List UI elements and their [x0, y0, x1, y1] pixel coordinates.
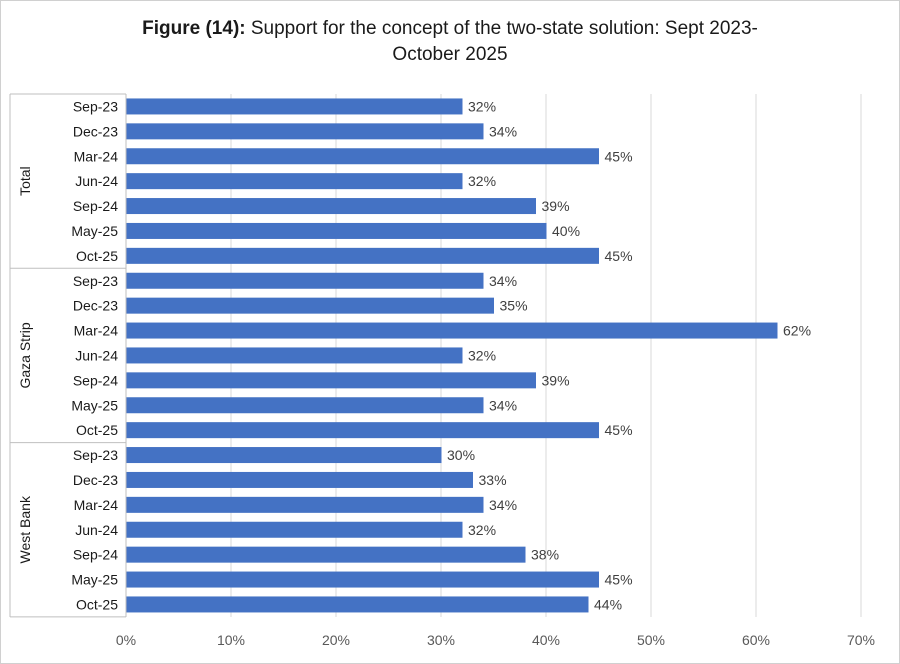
bar-total-mar-24	[126, 148, 599, 165]
category-label: May-25	[71, 223, 118, 239]
x-tick-label: 70%	[847, 632, 875, 648]
bar-gaza-strip-dec-23	[126, 297, 494, 314]
data-label: 34%	[489, 497, 517, 513]
data-label: 62%	[783, 323, 811, 339]
category-label: Sep-24	[73, 372, 118, 388]
bar-west-bank-jun-24	[126, 521, 463, 538]
data-label: 35%	[500, 298, 528, 314]
chart-title: Figure (14): Support for the concept of …	[0, 16, 900, 68]
category-label: Oct-25	[76, 248, 118, 264]
data-label: 32%	[468, 347, 496, 363]
category-label: Sep-23	[73, 98, 118, 114]
x-tick-label: 60%	[742, 632, 770, 648]
category-label: Jun-24	[75, 347, 118, 363]
data-label: 33%	[479, 472, 507, 488]
x-tick-label: 30%	[427, 632, 455, 648]
bar-west-bank-may-25	[126, 571, 599, 588]
data-label: 45%	[605, 248, 633, 264]
data-label: 34%	[489, 123, 517, 139]
bar-gaza-strip-sep-23	[126, 272, 484, 289]
data-label: 45%	[605, 148, 633, 164]
data-label: 39%	[542, 372, 570, 388]
x-tick-label: 0%	[116, 632, 136, 648]
bar-total-sep-24	[126, 198, 536, 215]
figure-number: Figure (14):	[142, 18, 246, 39]
bar-west-bank-dec-23	[126, 471, 473, 488]
data-label: 39%	[542, 198, 570, 214]
data-label: 44%	[594, 596, 622, 612]
bar-west-bank-sep-24	[126, 546, 526, 563]
category-label: May-25	[71, 397, 118, 413]
category-label: Mar-24	[74, 148, 119, 164]
data-labels: 32% 34% 45% 32% 39% 40% 45% 34% 35% 62% 32% 39% 34% 4…	[447, 98, 811, 612]
bar-west-bank-sep-23	[126, 447, 442, 464]
data-label: 34%	[489, 273, 517, 289]
group-label-west-bank: West Bank	[17, 495, 33, 563]
bar-west-bank-mar-24	[126, 496, 484, 513]
data-label: 32%	[468, 522, 496, 538]
chart-title-line-1: Figure (14): Support for the concept of …	[0, 16, 900, 42]
category-label: Mar-24	[74, 323, 119, 339]
bar-gaza-strip-oct-25	[126, 422, 599, 439]
bar-gaza-strip-mar-24	[126, 322, 778, 339]
category-label: Dec-23	[73, 472, 118, 488]
bar-west-bank-oct-25	[126, 596, 589, 613]
bar-total-may-25	[126, 222, 547, 239]
category-label: Mar-24	[74, 497, 119, 513]
bars	[126, 98, 778, 613]
data-label: 30%	[447, 447, 475, 463]
group-label-gaza-strip: Gaza Strip	[17, 322, 33, 388]
axes: 0% 10% 20% 30% 40% 50% 60% 70%	[9, 93, 875, 648]
category-label: Jun-24	[75, 522, 118, 538]
category-label: Sep-24	[73, 547, 118, 563]
x-tick-label: 50%	[637, 632, 665, 648]
bar-gaza-strip-sep-24	[126, 372, 536, 389]
data-label: 45%	[605, 422, 633, 438]
category-label: Sep-23	[73, 447, 118, 463]
chart-title-text: Support for the concept of the two-state…	[250, 18, 758, 39]
x-tick-label: 40%	[532, 632, 560, 648]
bar-total-sep-23	[126, 98, 463, 115]
bar-total-dec-23	[126, 123, 484, 140]
category-label: Dec-23	[73, 298, 118, 314]
category-label: Sep-23	[73, 273, 118, 289]
category-label: Jun-24	[75, 173, 118, 189]
bar-total-oct-25	[126, 247, 599, 264]
bar-gaza-strip-may-25	[126, 397, 484, 414]
category-labels: Sep-23 Dec-23 Mar-24 Jun-24 Sep-24 May-25 Oct-…	[17, 98, 118, 612]
data-label: 34%	[489, 397, 517, 413]
category-label: Sep-24	[73, 198, 118, 214]
x-tick-label: 10%	[217, 632, 245, 648]
x-tick-label: 20%	[322, 632, 350, 648]
data-label: 40%	[552, 223, 580, 239]
bar-gaza-strip-jun-24	[126, 347, 463, 364]
data-label: 38%	[531, 547, 559, 563]
category-label: Oct-25	[76, 596, 118, 612]
category-label: Dec-23	[73, 123, 118, 139]
data-label: 32%	[468, 98, 496, 114]
category-label: May-25	[71, 572, 118, 588]
group-label-total: Total	[17, 166, 33, 196]
bar-total-jun-24	[126, 173, 463, 190]
data-label: 45%	[605, 572, 633, 588]
chart-title-line-2: October 2025	[392, 44, 508, 65]
data-label: 32%	[468, 173, 496, 189]
category-label: Oct-25	[76, 422, 118, 438]
